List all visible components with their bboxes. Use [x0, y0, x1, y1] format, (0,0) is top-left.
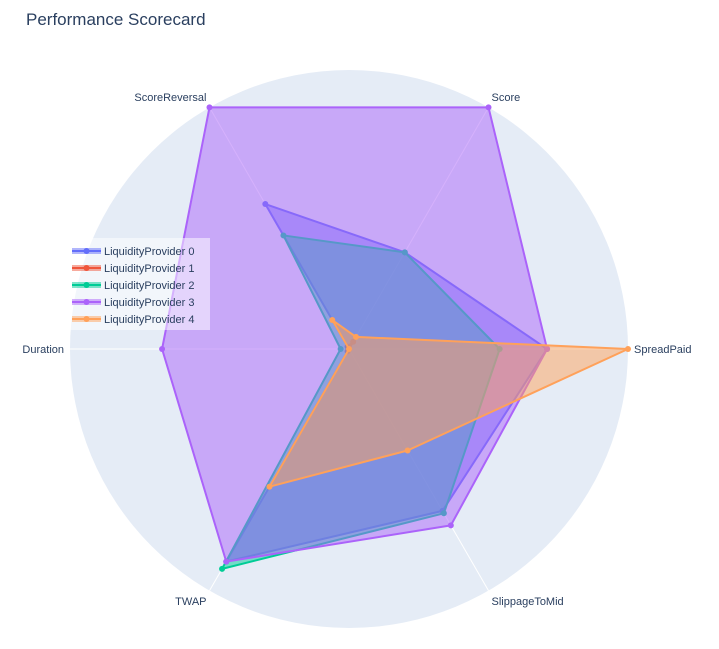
- data-point-3-score: [485, 104, 492, 111]
- data-point-4-duration: [346, 346, 352, 352]
- axis-label-scorereversal: ScoreReversal: [134, 92, 206, 104]
- axis-label-score: Score: [492, 92, 521, 104]
- legend: LiquidityProvider 0 LiquidityProvider 1 Li…: [68, 238, 210, 330]
- legend-label-4: LiquidityProvider 4: [104, 314, 195, 326]
- legend-item-2[interactable]: LiquidityProvider 2: [72, 280, 195, 292]
- legend-marker-1: [83, 265, 90, 271]
- axis-label-twap: TWAP: [175, 596, 206, 608]
- axis-label-duration: Duration: [22, 344, 64, 356]
- legend-marker-0: [83, 248, 90, 254]
- legend-marker-4: [83, 316, 90, 322]
- series-4: [266, 317, 631, 490]
- data-point-4-scorereversal: [329, 317, 336, 324]
- legend-label-2: LiquidityProvider 2: [104, 280, 195, 292]
- legend-item-3[interactable]: LiquidityProvider 3: [72, 297, 195, 309]
- data-point-2-twap: [219, 565, 226, 572]
- data-point-4-spreadpaid: [625, 346, 631, 352]
- data-point-4-slippagetomid: [404, 447, 411, 454]
- legend-label-3: LiquidityProvider 3: [104, 297, 195, 309]
- legend-label-1: LiquidityProvider 1: [104, 263, 195, 275]
- legend-item-1[interactable]: LiquidityProvider 1: [72, 263, 195, 275]
- legend-marker-2: [83, 282, 90, 288]
- data-point-3-scorereversal: [206, 104, 213, 111]
- legend-item-0[interactable]: LiquidityProvider 0: [72, 246, 195, 258]
- legend-label-0: LiquidityProvider 0: [104, 246, 195, 258]
- legend-marker-3: [83, 299, 90, 305]
- chart-title: Performance Scorecard: [26, 10, 206, 29]
- data-point-3-slippagetomid: [447, 522, 454, 529]
- series-layer: [159, 104, 631, 572]
- axis-label-slippagetomid: SlippageToMid: [492, 596, 564, 608]
- data-point-3-twap: [223, 558, 230, 565]
- data-point-4-twap: [266, 483, 273, 490]
- data-point-3-duration: [159, 346, 166, 352]
- angular-axis-labels: Score SpreadPaid SlippageToMid TWAP Duration…: [22, 92, 691, 608]
- data-point-4-score: [352, 333, 359, 340]
- axis-label-spreadpaid: SpreadPaid: [634, 344, 692, 356]
- legend-item-4[interactable]: LiquidityProvider 4: [72, 314, 195, 326]
